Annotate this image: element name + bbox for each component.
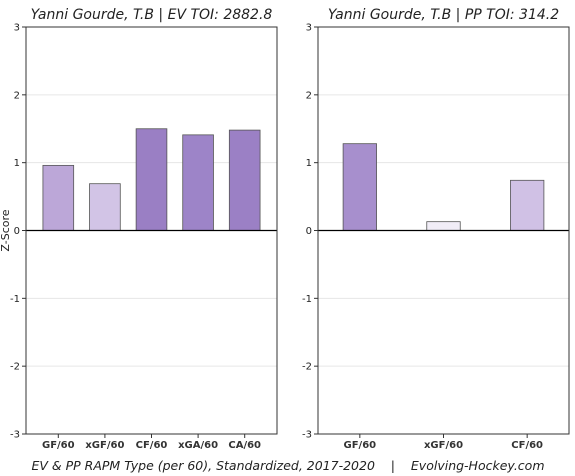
x-tick-label: CF/60 <box>511 440 543 451</box>
y-tick-label: 3 <box>14 23 20 34</box>
y-tick-label: 3 <box>306 23 312 34</box>
y-tick-label: 2 <box>306 90 312 101</box>
y-tick-label: 0 <box>14 226 20 237</box>
y-tick-label: -1 <box>302 294 312 305</box>
x-tick-label: xGF/60 <box>424 440 463 451</box>
bar-cf-60 <box>510 179 545 231</box>
y-tick-label: -2 <box>302 362 312 373</box>
x-tick-label: xGF/60 <box>85 440 124 451</box>
bar-xga-60 <box>182 134 214 231</box>
y-tick-label: 2 <box>14 90 20 101</box>
bar-xgf-60 <box>89 183 121 231</box>
plot-frame <box>25 26 278 435</box>
x-tick-label: CF/60 <box>136 440 168 451</box>
panel-title: Yanni Gourde, T.B | PP TOI: 314.2 <box>328 7 559 23</box>
bar-cf-60 <box>135 128 168 231</box>
x-tick-label: GF/60 <box>42 440 75 451</box>
bar-gf-60 <box>42 164 75 231</box>
y-axis-label: Z-Score <box>0 209 12 251</box>
plot-frame <box>317 26 570 435</box>
panel-title: Yanni Gourde, T.B | EV TOI: 2882.8 <box>31 7 273 23</box>
pp-rapm-panel: Yanni Gourde, T.B | PP TOI: 314.2 3 2 1 0 -1 -… <box>302 7 570 451</box>
x-tick-label: CA/60 <box>228 440 261 451</box>
y-tick-label: -2 <box>10 362 20 373</box>
chart-footer: EV & PP RAPM Type (per 60), Standardized… <box>31 458 544 473</box>
y-tick-label: 0 <box>306 226 312 237</box>
bar-gf-60 <box>342 143 377 231</box>
bar-xgf-60 <box>426 221 461 231</box>
bar-ca-60 <box>228 129 261 231</box>
x-tick-label: GF/60 <box>344 440 377 451</box>
y-tick-label: -3 <box>10 430 20 441</box>
ev-rapm-panel: Yanni Gourde, T.B | EV TOI: 2882.8 3 2 1 0 -1… <box>0 7 278 451</box>
y-tick-label: -3 <box>302 430 312 441</box>
x-tick-label: xGA/60 <box>178 440 218 451</box>
y-tick-label: 1 <box>14 158 20 169</box>
y-tick-label: -1 <box>10 294 20 305</box>
y-tick-label: 1 <box>306 158 312 169</box>
